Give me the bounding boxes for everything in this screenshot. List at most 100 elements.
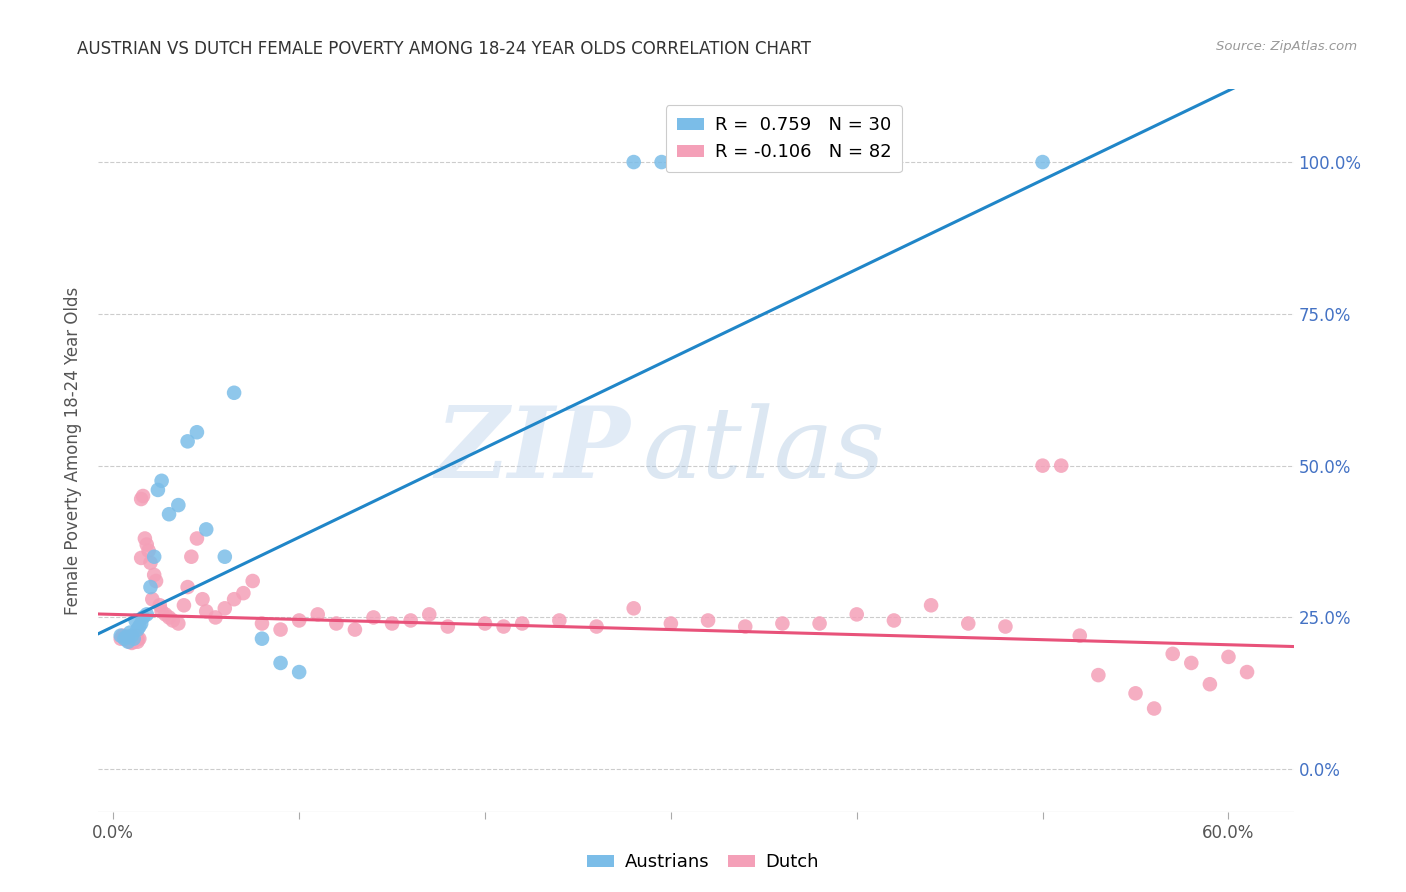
Point [1161,647,1184,661]
Point [418,607,440,622]
Point [659,616,682,631]
Point [288,665,311,679]
Point [132,489,155,503]
Point [250,616,273,631]
Point [399,614,422,628]
Point [224,592,246,607]
Point [1032,155,1054,169]
Point [155,607,177,622]
Point [114,632,136,646]
Point [176,580,198,594]
Point [135,607,157,622]
Point [129,616,152,631]
Point [651,155,673,169]
Point [118,632,141,646]
Point [1125,686,1147,700]
Point [697,614,720,628]
Point [110,629,132,643]
Point [474,616,496,631]
Point [204,610,226,624]
Point [115,630,138,644]
Point [135,538,157,552]
Point [121,636,143,650]
Point [1050,458,1073,473]
Point [124,632,146,646]
Point [957,616,980,631]
Text: ZIP: ZIP [436,402,630,499]
Point [129,550,152,565]
Point [270,623,292,637]
Point [176,434,198,449]
Point [157,507,180,521]
Point [195,604,218,618]
Point [138,543,160,558]
Point [270,656,292,670]
Point [214,549,236,564]
Point [167,616,190,631]
Point [146,483,169,497]
Point [1180,656,1202,670]
Point [162,614,184,628]
Point [195,522,218,536]
Point [150,604,173,618]
Point [122,632,145,646]
Point [381,616,404,631]
Point [114,630,136,644]
Point [623,601,645,615]
Text: AUSTRIAN VS DUTCH FEMALE POVERTY AMONG 18-24 YEAR OLDS CORRELATION CHART: AUSTRIAN VS DUTCH FEMALE POVERTY AMONG 1… [77,40,811,58]
Point [132,610,155,624]
Point [363,610,385,624]
Point [288,614,311,628]
Point [325,616,347,631]
Point [242,574,264,588]
Point [121,629,143,643]
Point [994,619,1017,633]
Text: Source: ZipAtlas.com: Source: ZipAtlas.com [1216,40,1357,54]
Point [1087,668,1109,682]
Point [1143,701,1166,715]
Point [883,614,905,628]
Point [143,549,166,564]
Point [118,625,141,640]
Point [117,630,139,644]
Point [186,425,208,440]
Point [139,580,162,594]
Text: atlas: atlas [643,403,884,498]
Point [143,568,166,582]
Point [845,607,868,622]
Point [117,633,139,648]
Point [129,491,152,506]
Point [1069,629,1091,643]
Point [110,632,132,646]
Point [1218,649,1240,664]
Point [224,385,246,400]
Point [139,556,162,570]
Y-axis label: Female Poverty Among 18-24 Year Olds: Female Poverty Among 18-24 Year Olds [65,286,83,615]
Point [510,616,533,631]
Point [186,532,208,546]
Point [127,634,149,648]
Point [808,616,831,631]
Point [150,474,173,488]
Point [111,629,134,643]
Point [492,619,515,633]
Point [437,619,460,633]
Point [770,616,793,631]
Point [122,634,145,648]
Point [920,599,942,613]
Point [145,574,167,588]
Point [157,610,180,624]
Point [141,592,163,607]
Point [548,614,571,628]
Point [585,619,607,633]
Point [232,586,254,600]
Point [1199,677,1222,691]
Point [149,599,172,613]
Legend: R =  0.759   N = 30, R = -0.106   N = 82: R = 0.759 N = 30, R = -0.106 N = 82 [666,105,903,172]
Point [122,632,145,646]
Point [343,623,366,637]
Point [115,632,138,646]
Point [1032,458,1054,473]
Point [127,623,149,637]
Point [180,549,202,564]
